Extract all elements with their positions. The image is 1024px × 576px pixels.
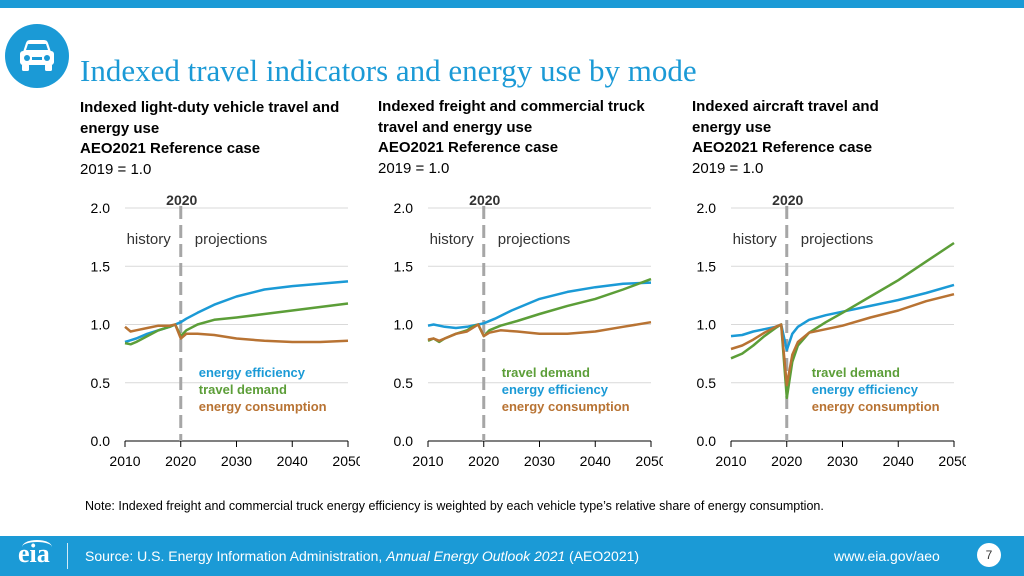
x-tick-label: 2010 [109,453,140,469]
series-line-travel-demand [730,241,955,400]
x-tick-label: 2010 [412,453,443,469]
chart-heading-light-duty: Indexed light-duty vehicle travel and en… [80,98,345,180]
x-tick-label: 2020 [165,453,196,469]
x-tick-label: 2040 [883,453,914,469]
legend-label-energy-efficiency: energy efficiency [502,382,609,397]
chart-subtitle: AEO2021 Reference case [378,139,559,156]
divider-year-label: 2020 [469,192,500,208]
chart-heading-freight: Indexed freight and commercial truck tra… [378,97,668,179]
chart-index-note: 2019 = 1.0 [80,160,152,178]
car-icon [5,24,69,88]
y-tick-label: 1.0 [91,317,111,333]
x-tick-label: 2040 [580,453,611,469]
legend-label-energy-consumption: energy consumption [502,399,630,414]
x-tick-label: 2050 [938,453,966,469]
chart-index-note: 2019 = 1.0 [692,159,764,177]
x-tick-label: 2040 [277,453,308,469]
legend-label-energy-consumption: energy consumption [199,399,327,414]
chart-heading-aircraft: Indexed aircraft travel and energy use A… [692,97,932,179]
y-tick-label: 1.5 [394,258,414,274]
chart-index-note: 2019 = 1.0 [378,159,450,177]
y-tick-label: 0.0 [697,433,717,449]
legend-label-energy-efficiency: energy efficiency [199,365,306,380]
legend-label-energy-consumption: energy consumption [812,399,940,414]
chart-subtitle: AEO2021 Reference case [692,139,873,156]
y-tick-label: 0.0 [394,433,414,449]
aircraft-chart: 0.0 0.5 1.0 1.5 2.0 2010 2020 2030 2040 2050 2020 h… [697,192,966,469]
footer-bar: eia Source: U.S. Energy Information Admi… [0,536,1024,576]
legend-label-travel-demand: travel demand [812,365,900,380]
chart-subtitle: AEO2021 Reference case [80,140,261,157]
eia-logo: eia [18,539,50,568]
projections-label: projections [498,231,571,248]
source-prefix: Source: U.S. Energy Information Administ… [85,548,387,564]
light-duty-chart: 0.0 0.5 1.0 1.5 2.0 2010 2020 2030 2040 2050 2020 h… [91,192,360,469]
projections-label: projections [195,231,268,248]
history-label: history [127,231,172,248]
y-tick-label: 1.0 [697,317,717,333]
divider-year-label: 2020 [772,192,803,208]
series-line-energy-consumption [124,323,349,344]
chart-title: Indexed aircraft travel and energy use [692,98,879,136]
y-tick-label: 1.5 [91,258,111,274]
website-link[interactable]: www.eia.gov/aeo [834,548,940,564]
page-number: 7 [977,543,1001,567]
x-tick-label: 2030 [524,453,555,469]
series-line-energy-consumption [427,320,652,343]
projections-label: projections [801,231,874,248]
page-title: Indexed travel indicators and energy use… [80,53,697,88]
x-tick-label: 2020 [771,453,802,469]
history-label: history [733,231,778,248]
x-tick-label: 2050 [332,453,360,469]
legend-label-travel-demand: travel demand [199,382,287,397]
chart-title: Indexed freight and commercial truck tra… [378,98,645,136]
source-title: Annual Energy Outlook 2021 [386,548,566,564]
divider-year-label: 2020 [166,192,197,208]
top-accent-bar [0,0,1024,8]
series-line-energy-efficiency [124,280,349,344]
x-tick-label: 2030 [827,453,858,469]
y-tick-label: 0.0 [91,433,111,449]
legend-label-energy-efficiency: energy efficiency [812,382,919,397]
y-tick-label: 0.5 [697,375,717,391]
x-tick-label: 2010 [715,453,746,469]
y-tick-label: 1.0 [394,317,414,333]
y-tick-label: 0.5 [394,375,414,391]
series-line-energy-efficiency [730,283,955,352]
x-tick-label: 2020 [468,453,499,469]
source-suffix: (AEO2021) [565,548,640,564]
series-line-travel-demand [124,302,349,346]
y-tick-label: 1.5 [697,258,717,274]
footer-divider [67,543,68,569]
y-tick-label: 2.0 [91,200,111,216]
y-tick-label: 2.0 [394,200,414,216]
history-label: history [430,231,475,248]
y-tick-label: 2.0 [697,200,717,216]
freight-chart: 0.0 0.5 1.0 1.5 2.0 2010 2020 2030 2040 2050 2020 h… [394,192,663,469]
x-tick-label: 2030 [221,453,252,469]
chart-note: Note: Indexed freight and commercial tru… [85,499,824,513]
y-tick-label: 0.5 [91,375,111,391]
x-tick-label: 2050 [635,453,663,469]
chart-title: Indexed light-duty vehicle travel and en… [80,99,340,137]
series-line-energy-efficiency [427,281,652,330]
eia-logo-arc [22,540,52,554]
legend-label-travel-demand: travel demand [502,365,590,380]
source-citation: Source: U.S. Energy Information Administ… [85,548,639,564]
series-line-energy-consumption [730,292,955,387]
